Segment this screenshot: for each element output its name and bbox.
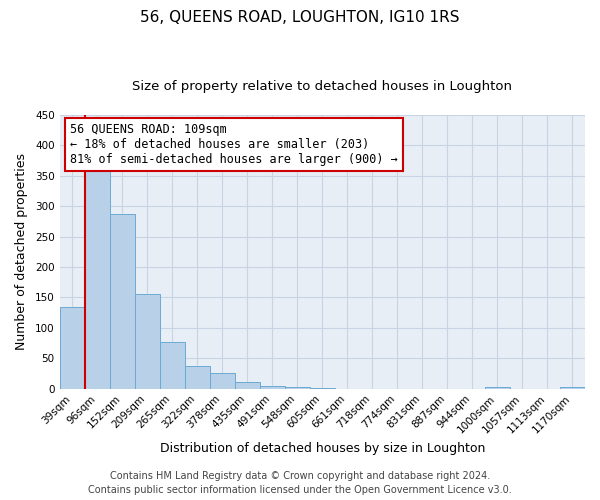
Bar <box>209 374 235 388</box>
Bar <box>185 366 209 388</box>
Text: Contains HM Land Registry data © Crown copyright and database right 2024.
Contai: Contains HM Land Registry data © Crown c… <box>88 471 512 495</box>
Bar <box>110 214 134 388</box>
Bar <box>160 342 185 388</box>
Bar <box>59 306 85 388</box>
Bar <box>85 164 110 388</box>
X-axis label: Distribution of detached houses by size in Loughton: Distribution of detached houses by size … <box>160 442 485 455</box>
Bar <box>235 382 260 388</box>
Y-axis label: Number of detached properties: Number of detached properties <box>15 154 28 350</box>
Text: 56 QUEENS ROAD: 109sqm
← 18% of detached houses are smaller (203)
81% of semi-de: 56 QUEENS ROAD: 109sqm ← 18% of detached… <box>70 123 398 166</box>
Bar <box>260 386 285 388</box>
Text: 56, QUEENS ROAD, LOUGHTON, IG10 1RS: 56, QUEENS ROAD, LOUGHTON, IG10 1RS <box>140 10 460 25</box>
Title: Size of property relative to detached houses in Loughton: Size of property relative to detached ho… <box>132 80 512 93</box>
Bar <box>134 294 160 388</box>
